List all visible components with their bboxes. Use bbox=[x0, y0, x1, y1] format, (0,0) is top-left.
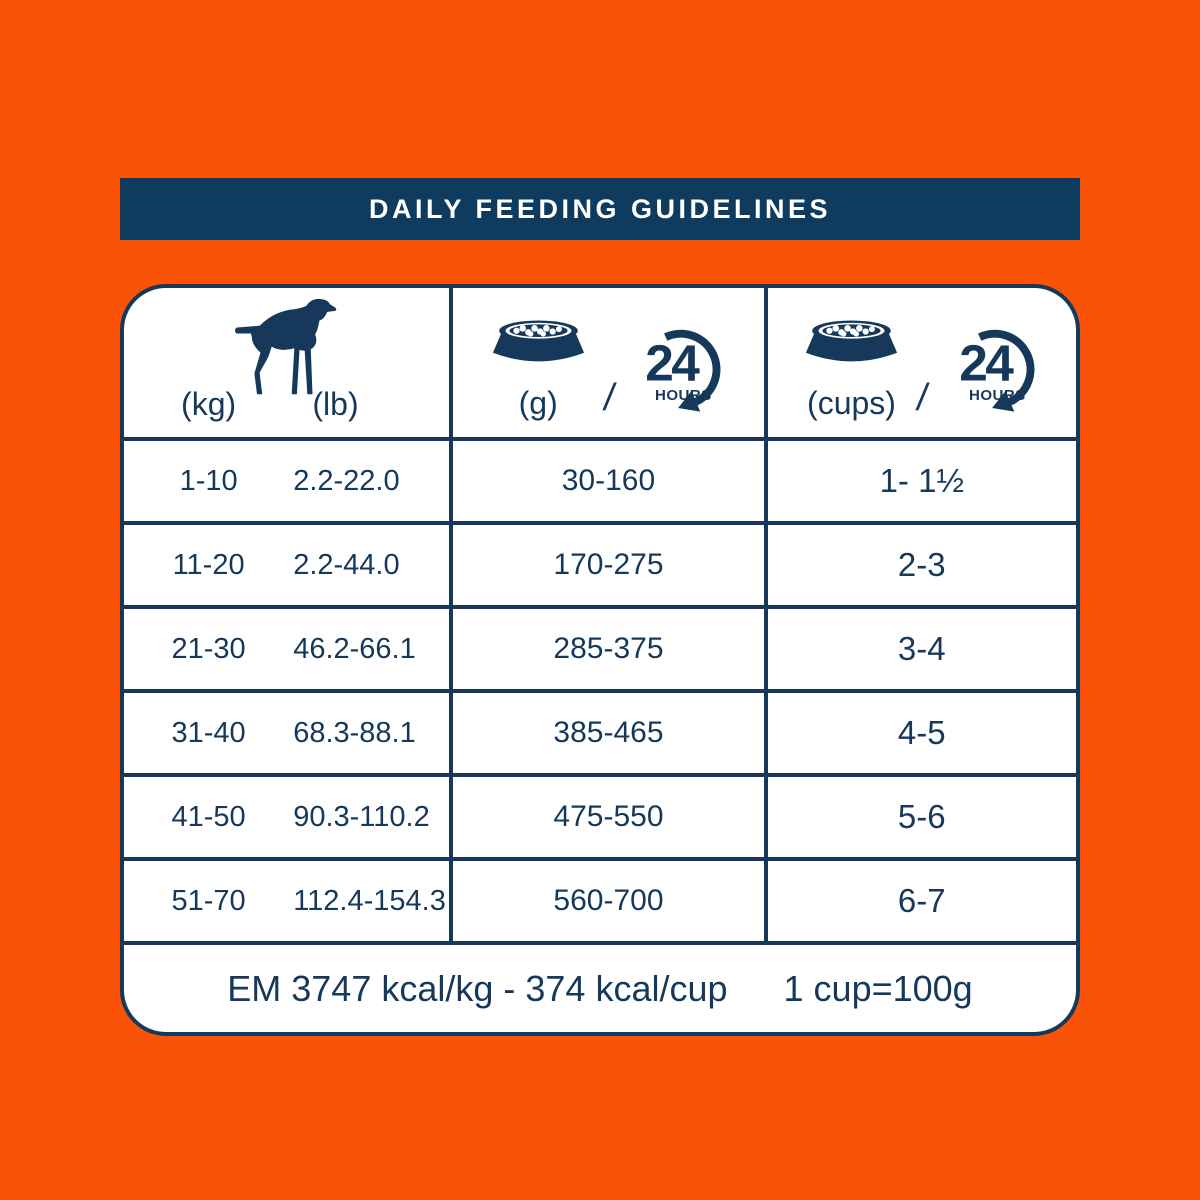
table-row: 11-20 2.2-44.0 170-275 2-3 bbox=[124, 525, 1076, 609]
table-row: 1-10 2.2-22.0 30-160 1- 1½ bbox=[124, 441, 1076, 525]
weight-cell: 11-20 2.2-44.0 bbox=[124, 525, 454, 605]
weight-units: (kg) (lb) bbox=[124, 386, 449, 423]
cup-conversion-text: 1 cup=100g bbox=[783, 967, 973, 1009]
cups-cell: 2-3 bbox=[768, 525, 1076, 605]
grams-value: 475-550 bbox=[553, 800, 664, 833]
table-header-row: (kg) (lb) (g) / bbox=[124, 288, 1076, 441]
table-footer-row: EM 3747 kcal/kg - 374 kcal/cup 1 cup=100… bbox=[124, 945, 1076, 1032]
weight-kg-value: 31-40 bbox=[171, 716, 246, 749]
per-slash: / bbox=[600, 377, 618, 419]
cups-value: 2-3 bbox=[897, 546, 946, 583]
feeding-guidelines-table: (kg) (lb) (g) / bbox=[120, 284, 1080, 1036]
cups-cell: 4-5 bbox=[768, 693, 1076, 773]
cups-cell: 6-7 bbox=[768, 861, 1076, 941]
title-bar: DAILY FEEDING GUIDELINES bbox=[120, 178, 1080, 240]
table-row: 21-30 46.2-66.1 285-375 3-4 bbox=[124, 609, 1076, 693]
cups-header-cell: (cups) / bbox=[768, 288, 1076, 437]
lb-unit-label: (lb) bbox=[312, 386, 359, 422]
weight-header-cell: (kg) (lb) bbox=[124, 288, 454, 437]
grams-value: 560-700 bbox=[553, 884, 664, 917]
weight-cell: 31-40 68.3-88.1 bbox=[124, 693, 454, 773]
grams-value: 170-275 bbox=[553, 548, 664, 581]
grams-cell: 385-465 bbox=[453, 693, 768, 773]
grams-cell: 170-275 bbox=[453, 525, 768, 605]
page-title: DAILY FEEDING GUIDELINES bbox=[368, 193, 832, 224]
cups-value: 3-4 bbox=[897, 630, 946, 667]
weight-lb-value: 112.4-154.3 bbox=[293, 884, 446, 917]
weight-kg-value: 1-10 bbox=[179, 464, 238, 497]
cups-unit-label: (cups) bbox=[807, 385, 896, 421]
grams-unit-label: (g) bbox=[518, 385, 558, 421]
weight-cell: 21-30 46.2-66.1 bbox=[124, 609, 454, 689]
table-row: 41-50 90.3-110.2 475-550 5-6 bbox=[124, 777, 1076, 861]
energy-content-text: EM 3747 kcal/kg - 374 kcal/cup bbox=[227, 967, 728, 1009]
weight-kg-value: 11-20 bbox=[172, 548, 245, 581]
weight-kg-value: 51-70 bbox=[171, 884, 246, 917]
grams-cell: 475-550 bbox=[453, 777, 768, 857]
grams-cell: 285-375 bbox=[453, 609, 768, 689]
grams-cell: 560-700 bbox=[453, 861, 768, 941]
cups-value: 1- 1½ bbox=[879, 462, 964, 499]
24-hours-icon bbox=[632, 322, 726, 421]
weight-kg-value: 21-30 bbox=[171, 632, 246, 665]
cups-cell: 1- 1½ bbox=[768, 441, 1076, 521]
weight-cell: 51-70 112.4-154.3 bbox=[124, 861, 454, 941]
weight-kg-value: 41-50 bbox=[171, 800, 246, 833]
dog-icon bbox=[124, 298, 449, 396]
cups-value: 4-5 bbox=[897, 714, 946, 751]
weight-lb-value: 90.3-110.2 bbox=[293, 800, 430, 833]
24-hours-icon bbox=[946, 322, 1040, 421]
weight-cell: 1-10 2.2-22.0 bbox=[124, 441, 454, 521]
grams-value: 385-465 bbox=[553, 716, 664, 749]
grams-value: 285-375 bbox=[553, 632, 664, 665]
cups-cell: 3-4 bbox=[768, 609, 1076, 689]
weight-lb-value: 2.2-44.0 bbox=[293, 548, 400, 581]
weight-cell: 41-50 90.3-110.2 bbox=[124, 777, 454, 857]
grams-cell: 30-160 bbox=[453, 441, 768, 521]
weight-lb-value: 2.2-22.0 bbox=[293, 464, 400, 497]
kg-unit-label: (kg) bbox=[181, 386, 237, 422]
food-bowl-icon bbox=[804, 315, 899, 375]
cups-value: 6-7 bbox=[897, 882, 946, 919]
weight-lb-value: 68.3-88.1 bbox=[293, 716, 416, 749]
cups-cell: 5-6 bbox=[768, 777, 1076, 857]
per-slash: / bbox=[914, 377, 931, 419]
table-row: 51-70 112.4-154.3 560-700 6-7 bbox=[124, 861, 1076, 945]
cups-value: 5-6 bbox=[897, 798, 946, 835]
food-bowl-icon bbox=[491, 315, 586, 375]
grams-header-cell: (g) / bbox=[453, 288, 768, 437]
table-row: 31-40 68.3-88.1 385-465 4-5 bbox=[124, 693, 1076, 777]
grams-value: 30-160 bbox=[561, 464, 656, 497]
weight-lb-value: 46.2-66.1 bbox=[293, 632, 416, 665]
